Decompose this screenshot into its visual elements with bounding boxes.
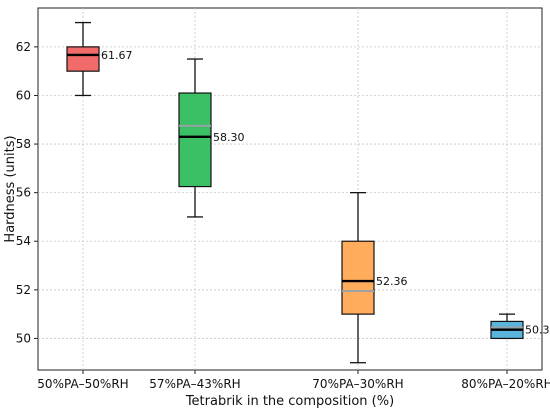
- box-iqr: [178, 92, 212, 188]
- plot-area: [37, 7, 543, 371]
- x-tick-label: 50%PA–50%RH: [37, 377, 128, 391]
- boxes: 61.67 58.30 52.36 50.36: [66, 21, 550, 364]
- y-axis-label: Hardness (units): [3, 135, 18, 242]
- y-tick-label: 56: [16, 186, 31, 200]
- x-axis-label: Tetrabrik in the composition (%): [185, 394, 394, 409]
- y-tick-label: 52: [16, 283, 31, 297]
- box-group: 50.36: [490, 313, 550, 340]
- box-group: 58.30: [178, 58, 245, 218]
- axis-ticks: 50 52 54 56 58 60 62 50%PA–50%RH 57%PA–43%RH 70%P…: [16, 40, 550, 391]
- y-tick-label: 54: [16, 234, 31, 248]
- x-tick-label: 70%PA–30%RH: [312, 377, 403, 391]
- x-tick-label: 57%PA–43%RH: [149, 377, 240, 391]
- y-tick-label: 58: [16, 137, 31, 151]
- y-tick-label: 50: [16, 331, 31, 345]
- median-value-label: 58.30: [213, 131, 245, 144]
- median-value-label: 52.36: [376, 275, 408, 288]
- box-group: 52.36: [341, 191, 408, 364]
- box-iqr: [66, 46, 100, 72]
- box-iqr: [341, 240, 375, 315]
- median-value-label: 61.67: [101, 49, 133, 62]
- median-value-label: 50.36: [525, 324, 550, 337]
- x-tick-label: 80%PA–20%RH: [461, 377, 550, 391]
- box-group: 61.67: [66, 21, 133, 97]
- y-tick-label: 60: [16, 88, 31, 102]
- y-tick-label: 62: [16, 40, 31, 54]
